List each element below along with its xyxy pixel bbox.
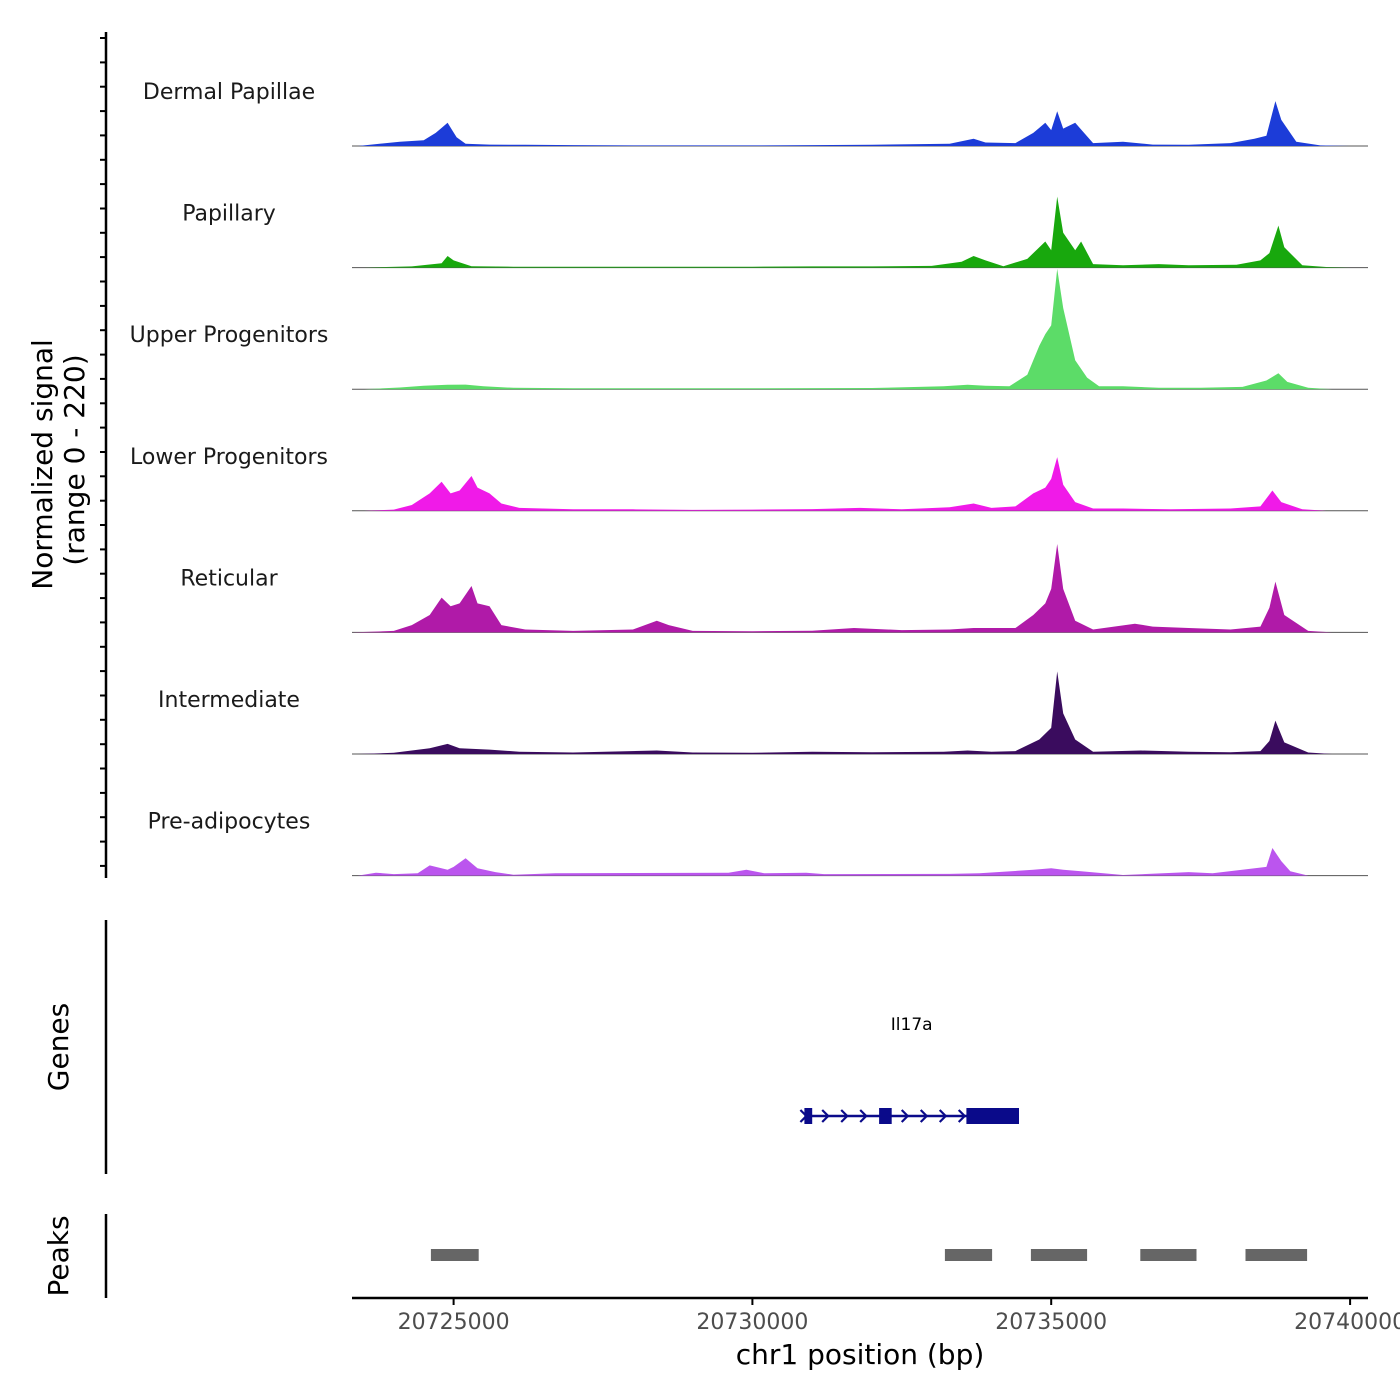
- gene-strand-arrow: [840, 1109, 849, 1123]
- gene-strand-arrow: [799, 1109, 808, 1123]
- peaks-track-label: Peaks: [42, 1215, 75, 1296]
- peak-region: [1245, 1249, 1308, 1261]
- track-label: Papillary: [182, 202, 276, 227]
- track-papillary: Papillary: [182, 196, 1368, 269]
- gene-strand-arrow: [900, 1109, 910, 1123]
- track-label: Reticular: [180, 566, 278, 591]
- track-label: Lower Progenitors: [130, 445, 328, 470]
- signal-area: [364, 268, 1333, 390]
- track-dermal-papillae: Dermal Papillae: [143, 80, 1368, 147]
- signal-tracks: Dermal Papillae Papillary Upper Progenitor…: [130, 80, 1368, 877]
- x-axis-tick-label: 20740000: [1294, 1310, 1400, 1335]
- track-label: Upper Progenitors: [130, 323, 329, 348]
- track-pre-adipocytes: Pre-adipocytes: [148, 810, 1368, 877]
- signal-area: [358, 671, 1333, 754]
- track-label: Dermal Papillae: [143, 80, 315, 105]
- peak-region: [1030, 1249, 1088, 1261]
- y-axis-title-line1: Normalized signal: [26, 339, 59, 590]
- x-axis-tick-label: 20735000: [995, 1310, 1107, 1335]
- signal-area: [358, 101, 1351, 146]
- peak-region: [430, 1249, 479, 1261]
- peak-region: [1140, 1249, 1197, 1261]
- genes-track-label: Genes: [42, 1003, 75, 1091]
- track-lower-progenitors: Lower Progenitors: [130, 445, 1368, 512]
- signal-area: [358, 848, 1309, 876]
- track-label: Pre-adipocytes: [148, 810, 311, 835]
- gene-exon: [966, 1108, 1019, 1124]
- x-axis-title: chr1 position (bp): [736, 1338, 985, 1371]
- gene-strand-arrow: [938, 1109, 948, 1123]
- gene-exon: [804, 1108, 813, 1124]
- track-label: Intermediate: [158, 688, 300, 713]
- gene-strand-arrow: [821, 1109, 830, 1123]
- signal-area: [352, 544, 1333, 633]
- peak-region: [944, 1249, 993, 1261]
- x-axis: 20725000 20730000 20735000 20740000 chr1 pos…: [352, 1296, 1400, 1371]
- y-axis-title: Normalized signal (range 0 - 220): [26, 330, 91, 589]
- gene-strand-arrow: [919, 1109, 929, 1123]
- gene-name-label: Il17a: [891, 1015, 933, 1035]
- track-upper-progenitors: Upper Progenitors: [130, 268, 1368, 390]
- gene-strand-arrow: [859, 1109, 868, 1123]
- x-axis-tick-label: 20725000: [398, 1310, 510, 1335]
- signal-area: [364, 457, 1327, 511]
- gene-exon: [879, 1108, 892, 1124]
- y-axis-title-line2: (range 0 - 220): [58, 354, 91, 565]
- gene-strand-arrow: [957, 1109, 967, 1123]
- signal-area: [364, 196, 1351, 268]
- peaks-track: Peaks: [42, 1214, 1308, 1298]
- track-intermediate: Intermediate: [158, 671, 1368, 755]
- track-reticular: Reticular: [180, 544, 1368, 633]
- x-axis-tick-label: 20730000: [696, 1310, 808, 1335]
- genes-track: Genes Il17a: [42, 920, 1019, 1174]
